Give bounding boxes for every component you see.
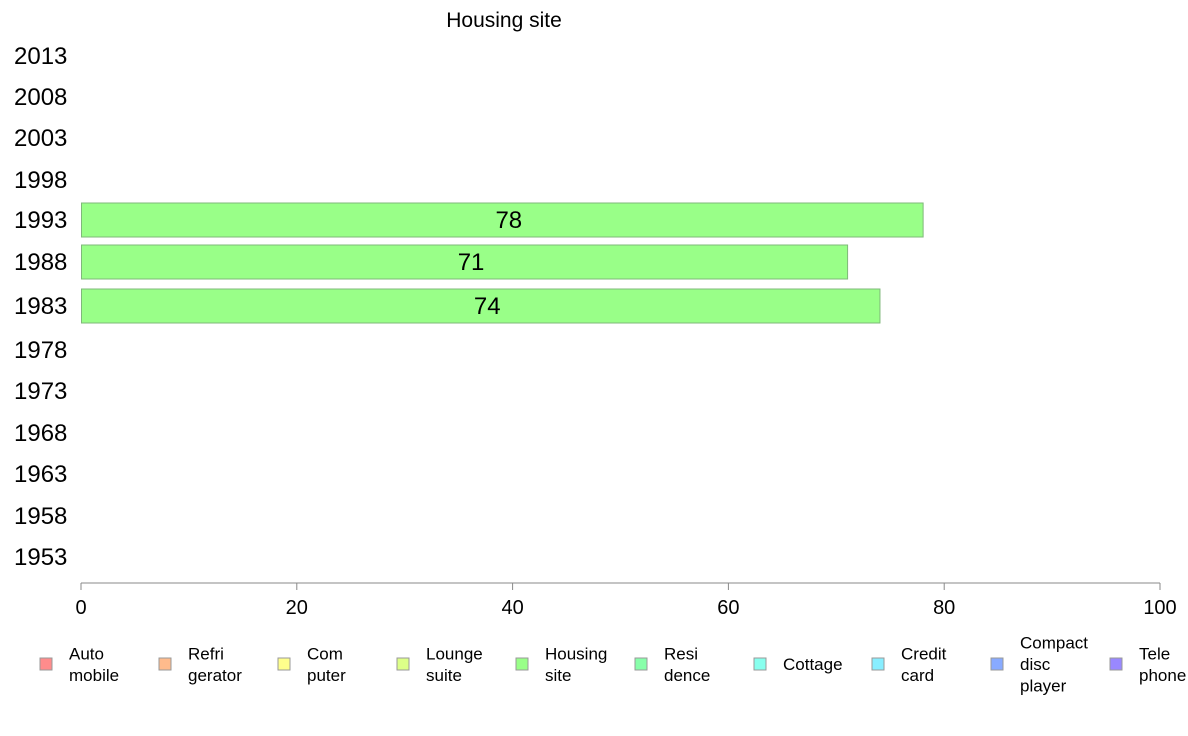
x-axis: 0 20 40 60 80 100 [75,582,1177,619]
y-tick-label: 2013 [14,43,67,70]
bar [81,244,849,280]
y-tick-label: 2008 [14,84,67,111]
bar [81,202,924,238]
x-tick-label: 100 [1143,597,1176,619]
y-tick-label: 1953 [14,544,67,571]
chart-title: Housing site [446,9,562,32]
bar-value-label: 74 [474,293,501,320]
legend-label: gerator [188,666,242,685]
bar [81,288,881,324]
legend-swatch [634,657,648,671]
y-axis-labels: 2013 2008 2003 1998 1993 1988 1983 1978 1973 1968… [14,43,67,571]
legend-swatch [277,657,291,671]
legend-label: card [901,666,934,685]
legend-label: player [1020,677,1067,696]
y-tick-label: 2003 [14,125,67,152]
legend-label: Resi [664,644,698,663]
y-tick-label: 1963 [14,461,67,488]
legend-label: Compact [1020,634,1088,653]
legend-label: Credit [901,644,947,663]
legend-swatch [990,657,1004,671]
legend-label: disc [1020,655,1051,674]
legend-label: Tele [1139,644,1170,663]
y-tick-label: 1978 [14,337,67,364]
x-tick-label: 40 [501,597,523,619]
legend-swatch [753,657,767,671]
x-tick-label: 0 [75,597,86,619]
legend-swatch [39,657,53,671]
y-tick-label: 1998 [14,167,67,194]
y-tick-label: 1993 [14,207,67,234]
legend-label: Lounge [426,644,483,663]
legend-label: Com [307,644,343,663]
legend-label: dence [664,666,710,685]
x-tick-label: 20 [286,597,308,619]
x-tick-label: 60 [717,597,739,619]
legend: Auto mobile Refri gerator Com puter Lounge suit… [39,634,1186,696]
legend-label: Housing [545,644,607,663]
legend-label: mobile [69,666,119,685]
y-tick-label: 1973 [14,378,67,405]
legend-label: Refri [188,644,224,663]
legend-swatch [396,657,410,671]
x-tick-label: 80 [933,597,955,619]
bar-value-label: 78 [495,207,522,234]
legend-label: site [545,666,571,685]
legend-label: Cottage [783,655,843,674]
legend-swatch [1109,657,1123,671]
y-tick-label: 1988 [14,249,67,276]
bar-value-label: 71 [458,249,485,276]
y-tick-label: 1958 [14,503,67,530]
legend-label: phone [1139,666,1186,685]
y-tick-label: 1983 [14,293,67,320]
legend-swatch [515,657,529,671]
y-tick-label: 1968 [14,420,67,447]
legend-swatch [871,657,885,671]
bars-group: 78 71 74 [81,202,924,324]
legend-label: puter [307,666,346,685]
legend-label: Auto [69,644,104,663]
legend-swatch [158,657,172,671]
legend-label: suite [426,666,462,685]
